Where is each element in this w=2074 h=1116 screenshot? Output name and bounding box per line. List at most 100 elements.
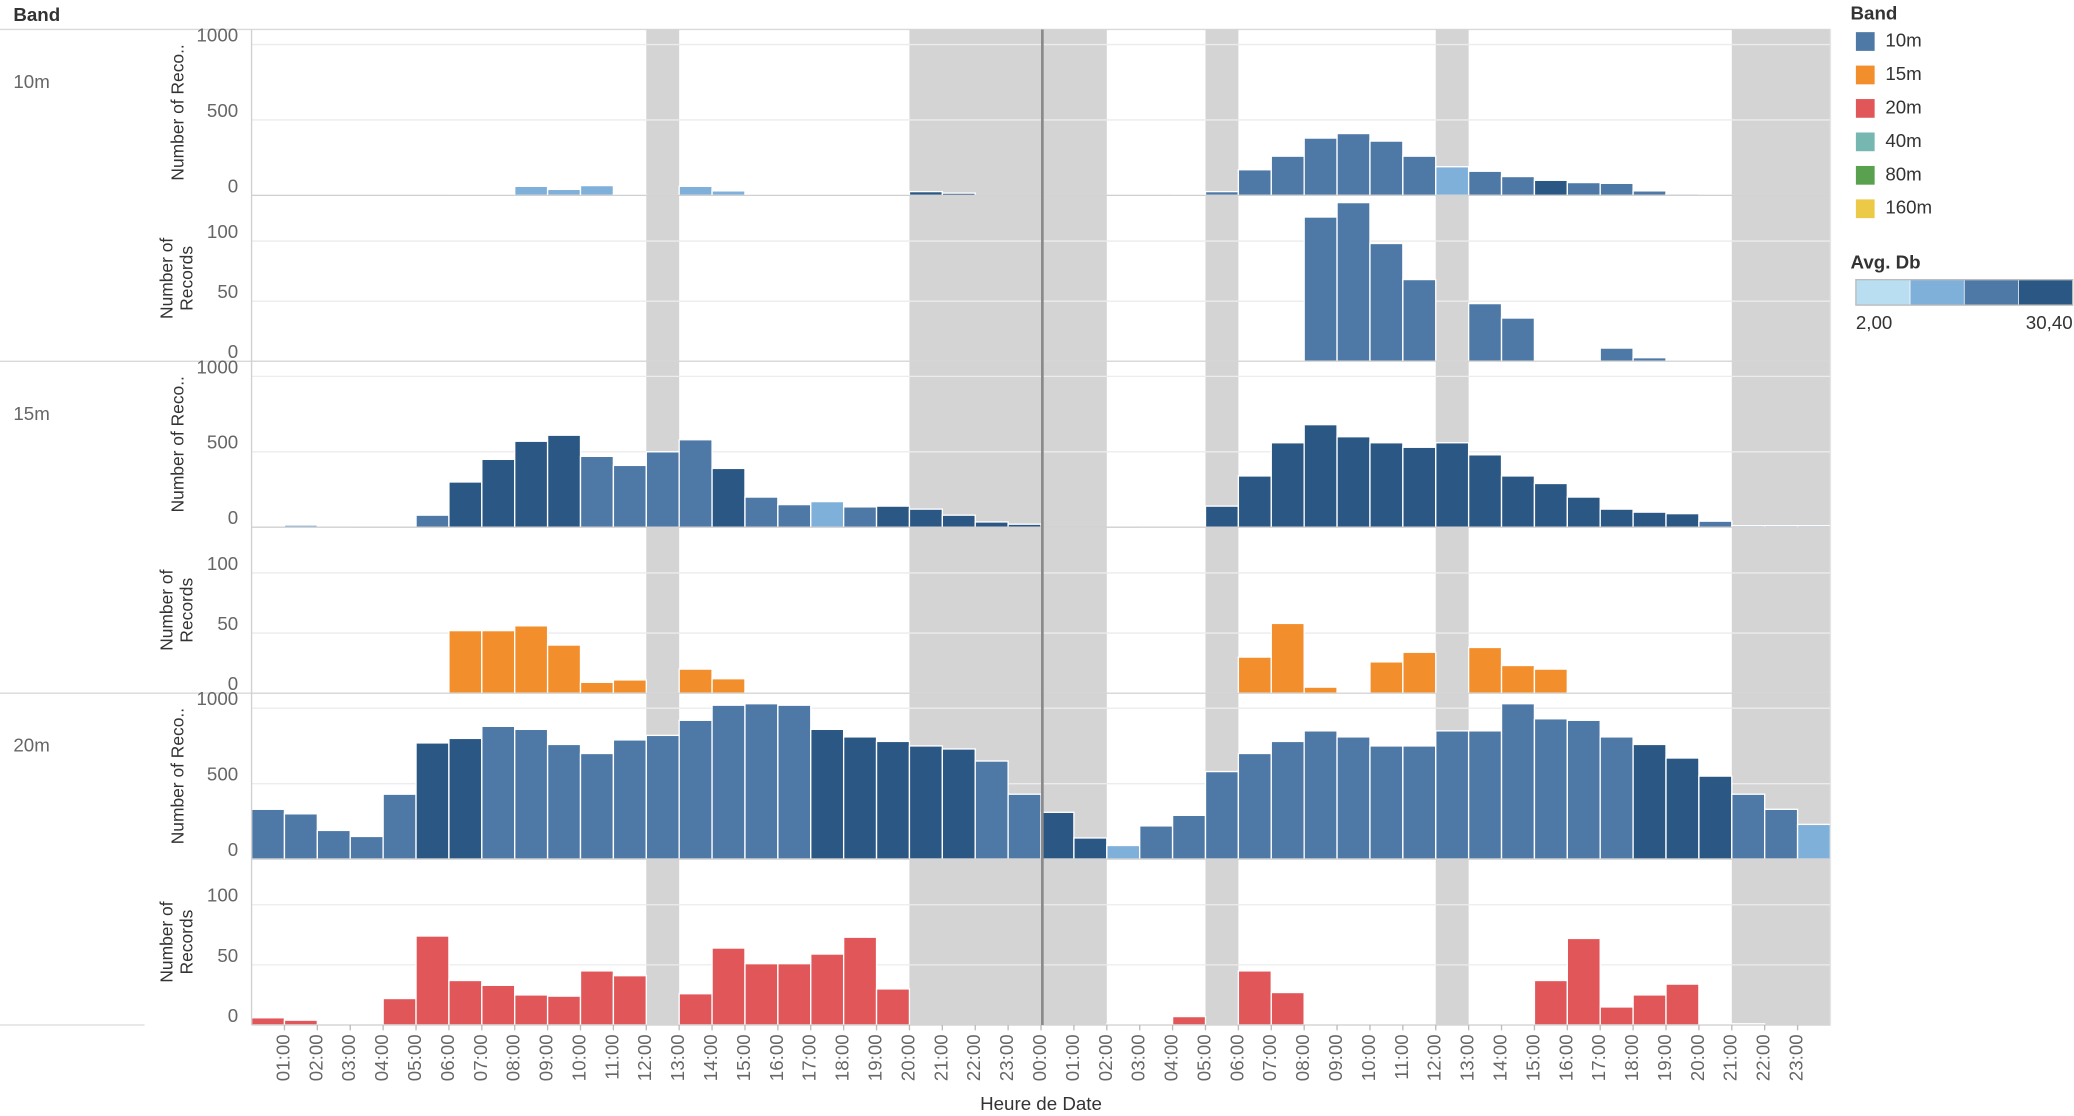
bar <box>481 725 516 860</box>
bar <box>777 704 812 860</box>
y-tick-label: 0 <box>228 1005 238 1026</box>
bar <box>514 440 549 528</box>
x-tick-label: 11:00 <box>601 1034 622 1079</box>
y-tick-label: 50 <box>217 945 238 966</box>
bar <box>514 185 549 197</box>
bar <box>612 739 647 860</box>
row-label: 10m <box>13 71 49 92</box>
x-tick-label: 17:00 <box>799 1034 820 1081</box>
highlight-band <box>1731 859 1831 1025</box>
color-legend-step <box>1855 279 1911 306</box>
bar <box>711 190 746 197</box>
y-label-wrap: Number of Records <box>150 195 204 361</box>
bar <box>1632 511 1667 528</box>
bar <box>941 748 976 860</box>
legend-swatch <box>1855 165 1875 185</box>
bar <box>777 962 812 1026</box>
x-tick-label: 12:00 <box>1424 1034 1445 1081</box>
color-legend-step <box>1909 279 1965 306</box>
x-tick-label: 22:00 <box>1753 1034 1774 1081</box>
bar <box>744 496 779 528</box>
color-legend-step <box>1963 279 2019 306</box>
x-tick-label: 06:00 <box>437 1034 458 1081</box>
y-tick-label: 50 <box>217 613 238 634</box>
bar <box>744 703 779 860</box>
bar <box>546 743 582 860</box>
highlight-band <box>1731 361 1831 528</box>
bar <box>1467 170 1503 197</box>
bar <box>1533 979 1568 1026</box>
bar <box>744 962 779 1026</box>
highlight-band <box>1205 195 1239 362</box>
x-tick-label: 03:00 <box>1128 1034 1149 1081</box>
x-tick-label: 10:00 <box>1358 1034 1379 1081</box>
color-legend-step <box>2018 279 2073 306</box>
bar <box>1369 442 1404 528</box>
bar <box>283 813 319 860</box>
highlight-band <box>909 361 1107 528</box>
x-tick-label: 10:00 <box>568 1034 589 1081</box>
bar <box>1237 475 1272 528</box>
y-axis-title: Number of Reco.. <box>166 707 187 845</box>
bar <box>711 678 746 694</box>
bar <box>1533 482 1568 528</box>
bar <box>250 1017 286 1026</box>
bar <box>1467 454 1503 528</box>
x-tick-label: 09:00 <box>1325 1034 1346 1081</box>
bar <box>1303 730 1338 860</box>
highlight-band <box>646 527 680 694</box>
row-header: Band <box>13 4 60 25</box>
highlight-band <box>909 527 1107 694</box>
x-tick-label: 01:00 <box>272 1034 293 1081</box>
bar <box>1796 823 1832 860</box>
bar <box>1270 442 1305 528</box>
bar <box>1435 166 1470 197</box>
row-label: 15m <box>13 403 49 424</box>
bar <box>1171 814 1207 860</box>
bar <box>1204 770 1240 860</box>
bar <box>1566 937 1601 1026</box>
y-tick-label: 500 <box>207 100 238 121</box>
bar <box>1665 983 1700 1026</box>
x-tick-label: 00:00 <box>1029 1034 1050 1081</box>
bar <box>1566 181 1601 197</box>
x-tick-label: 02:00 <box>1095 1034 1116 1081</box>
y-label-box: Number of Reco.. <box>167 376 187 512</box>
bar <box>974 521 1009 528</box>
x-tick-label: 15:00 <box>1522 1034 1543 1081</box>
x-tick-label: 18:00 <box>1621 1034 1642 1081</box>
bar <box>1336 436 1371 528</box>
bar <box>1336 132 1371 197</box>
bar <box>810 728 845 860</box>
bar <box>1599 736 1634 860</box>
bar <box>448 737 483 860</box>
highlight-band <box>909 195 1107 362</box>
x-tick-label: 08:00 <box>1292 1034 1313 1081</box>
bar <box>316 829 351 860</box>
legend-swatch <box>1855 199 1875 219</box>
bar <box>283 1019 319 1026</box>
highlight-band <box>909 29 1107 196</box>
x-tick-label: 18:00 <box>832 1034 853 1081</box>
x-tick-label: 05:00 <box>1193 1034 1214 1081</box>
x-tick-label: 14:00 <box>1489 1034 1510 1081</box>
y-tick-label: 0 <box>228 673 238 694</box>
highlight-band <box>646 859 680 1025</box>
y-label-wrap: Number of Reco.. <box>150 693 204 859</box>
y-tick-label: 100 <box>207 221 238 242</box>
bar <box>1632 743 1667 860</box>
bar <box>1500 317 1536 362</box>
legend-label: 80m <box>1885 163 1921 184</box>
legend-label: 40m <box>1885 130 1921 151</box>
bar <box>1533 179 1568 197</box>
bar <box>1599 347 1634 362</box>
color-legend-max: 30,40 <box>2026 312 2073 333</box>
legend-swatch <box>1855 65 1875 85</box>
highlight-band <box>646 195 680 362</box>
bar <box>1467 646 1503 694</box>
bar <box>415 514 450 528</box>
x-tick-label: 01:00 <box>1062 1034 1083 1081</box>
bar <box>908 745 944 860</box>
bar <box>579 455 615 528</box>
